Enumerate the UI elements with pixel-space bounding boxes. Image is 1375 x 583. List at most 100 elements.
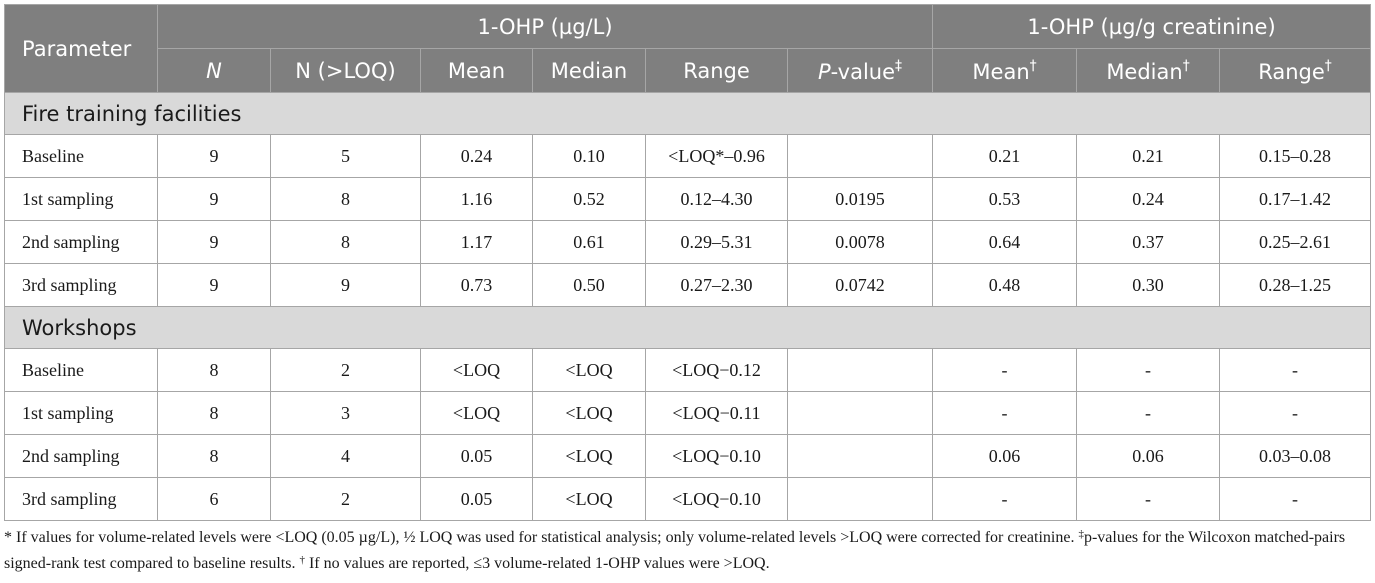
footnote-text-creatinine: If no values are reported, ≤3 volume-rel…: [304, 555, 770, 572]
cell-range-creatinine: 0.25–2.61: [1219, 220, 1372, 264]
cell-mean: 0.73: [420, 263, 533, 307]
cell-mean: 0.05: [420, 477, 533, 521]
header-mean: Mean: [420, 48, 533, 93]
cell-n-loq: 3: [270, 391, 421, 435]
header-group-creatinine: 1-OHP (µg/g creatinine): [932, 4, 1372, 49]
cell-median-creatinine: 0.21: [1076, 134, 1221, 178]
section-row: Workshops: [3, 306, 1372, 349]
cell-pvalue: [786, 348, 934, 392]
cell-range: <LOQ−0.10: [645, 477, 788, 521]
cell-median-creatinine: -: [1076, 348, 1221, 392]
cell-median: <LOQ: [532, 348, 646, 392]
footnote-text-loq: If values for volume-related levels were…: [12, 529, 1079, 546]
table-row: 3rd sampling 6 2 0.05 <LOQ <LOQ−0.10 - -…: [4, 477, 1372, 521]
cell-pvalue: [786, 434, 934, 478]
cell-pvalue: 0.0195: [786, 177, 934, 221]
cell-mean-creatinine: 0.21: [932, 134, 1078, 178]
cell-mean: <LOQ: [420, 391, 533, 435]
results-table: Parameter 1-OHP (µg/L) 1-OHP (µg/g creat…: [3, 4, 1372, 521]
table-row: Baseline 8 2 <LOQ <LOQ <LOQ−0.12 - - -: [4, 348, 1372, 392]
header-row-groups: Parameter 1-OHP (µg/L) 1-OHP (µg/g creat…: [4, 4, 1372, 93]
cell-range: 0.29–5.31: [645, 220, 788, 264]
cell-median: 0.10: [532, 134, 646, 178]
cell-median-creatinine: -: [1076, 477, 1221, 521]
cell-n-loq: 2: [270, 348, 421, 392]
cell-mean-creatinine: -: [932, 348, 1078, 392]
cell-mean-creatinine: 0.48: [932, 263, 1078, 307]
row-label: Baseline: [4, 348, 158, 392]
cell-n: 8: [157, 434, 271, 478]
cell-median-creatinine: 0.37: [1076, 220, 1221, 264]
cell-range-creatinine: 0.03–0.08: [1219, 434, 1372, 478]
cell-mean-creatinine: 0.53: [932, 177, 1078, 221]
cell-median: <LOQ: [532, 391, 646, 435]
cell-pvalue: [786, 134, 934, 178]
cell-mean: 1.16: [420, 177, 533, 221]
footnote-star: *: [4, 529, 12, 546]
header-group-ugl: 1-OHP (µg/L): [156, 4, 934, 49]
footnote-double-dagger: ‡: [1078, 528, 1084, 540]
cell-range: <LOQ−0.12: [645, 348, 788, 392]
cell-n-loq: 8: [270, 220, 421, 264]
cell-median-creatinine: 0.30: [1076, 263, 1221, 307]
cell-median: 0.52: [532, 177, 646, 221]
section-row: Fire training facilities: [3, 92, 1372, 135]
cell-range-creatinine: -: [1219, 477, 1372, 521]
cell-median: 0.50: [532, 263, 646, 307]
table-row: 2nd sampling 9 8 1.17 0.61 0.29–5.31 0.0…: [4, 220, 1372, 264]
header-median-creatinine: Median†: [1076, 48, 1221, 93]
header-median: Median: [532, 48, 646, 93]
row-label: 2nd sampling: [4, 220, 158, 264]
cell-range: 0.27–2.30: [645, 263, 788, 307]
cell-n-loq: 9: [270, 263, 421, 307]
cell-mean-creatinine: -: [932, 391, 1078, 435]
cell-n: 6: [157, 477, 271, 521]
row-label: 3rd sampling: [4, 477, 158, 521]
cell-pvalue: 0.0078: [786, 220, 934, 264]
cell-mean-creatinine: 0.06: [932, 434, 1078, 478]
cell-n-loq: 4: [270, 434, 421, 478]
cell-median-creatinine: 0.06: [1076, 434, 1221, 478]
cell-median-creatinine: -: [1076, 391, 1221, 435]
table-row: 2nd sampling 8 4 0.05 <LOQ <LOQ−0.10 0.0…: [4, 434, 1372, 478]
cell-range-creatinine: 0.28–1.25: [1219, 263, 1372, 307]
cell-mean: 1.17: [420, 220, 533, 264]
cell-mean: 0.05: [420, 434, 533, 478]
row-label: Baseline: [4, 134, 158, 178]
header-row-columns: N N (>LOQ) Mean Median Range P-value‡ Me…: [5, 48, 1372, 93]
cell-n: 9: [157, 220, 271, 264]
table-row: 3rd sampling 9 9 0.73 0.50 0.27–2.30 0.0…: [4, 263, 1372, 307]
cell-median: 0.61: [532, 220, 646, 264]
cell-mean: 0.24: [420, 134, 533, 178]
section-title: Workshops: [3, 306, 1372, 349]
cell-n: 9: [157, 263, 271, 307]
table-row: Baseline 9 5 0.24 0.10 <LOQ*–0.96 0.21 0…: [4, 134, 1372, 178]
section-title: Fire training facilities: [3, 92, 1372, 135]
table-row: 1st sampling 9 8 1.16 0.52 0.12–4.30 0.0…: [4, 177, 1372, 221]
cell-pvalue: [786, 477, 934, 521]
header-pvalue: P-value‡: [786, 48, 934, 93]
cell-median: <LOQ: [532, 434, 646, 478]
cell-n-loq: 2: [270, 477, 421, 521]
cell-range-creatinine: -: [1219, 348, 1372, 392]
cell-range: <LOQ−0.11: [645, 391, 788, 435]
cell-n: 8: [157, 348, 271, 392]
cell-mean: <LOQ: [420, 348, 533, 392]
cell-n: 9: [157, 177, 271, 221]
cell-range: 0.12–4.30: [645, 177, 788, 221]
header-parameter: Parameter: [4, 4, 158, 93]
cell-range-creatinine: 0.17–1.42: [1219, 177, 1372, 221]
row-label: 3rd sampling: [4, 263, 158, 307]
footnote-text-pvalue: p-values for the Wilcoxon matched-pairs …: [4, 529, 1346, 572]
footnote-dagger: †: [299, 554, 305, 566]
cell-pvalue: [786, 391, 934, 435]
header-n: N: [157, 48, 271, 93]
row-label: 1st sampling: [4, 177, 158, 221]
header-mean-creatinine: Mean†: [932, 48, 1078, 93]
cell-n: 9: [157, 134, 271, 178]
cell-n-loq: 5: [270, 134, 421, 178]
table-row: 1st sampling 8 3 <LOQ <LOQ <LOQ−0.11 - -…: [4, 391, 1372, 435]
cell-range: <LOQ−0.10: [645, 434, 788, 478]
header-range: Range: [645, 48, 788, 93]
cell-median: <LOQ: [532, 477, 646, 521]
